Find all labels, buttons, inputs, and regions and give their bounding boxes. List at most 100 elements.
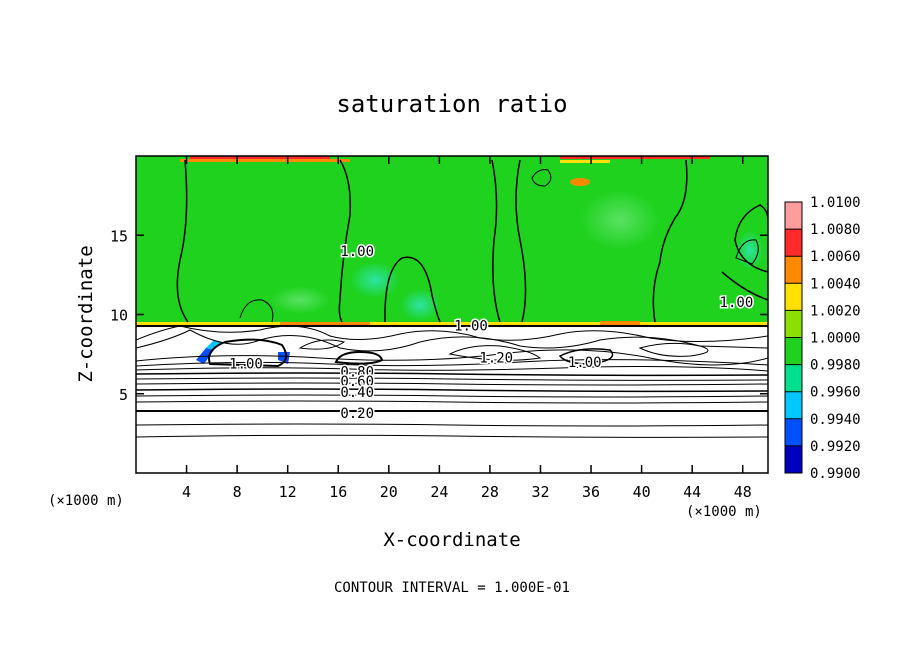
contour-line [208, 338, 288, 368]
contour-line [721, 271, 768, 301]
contour-line [136, 325, 768, 343]
colorbar-label: 1.0000 [810, 331, 861, 347]
contour-line [136, 394, 768, 398]
x-axis-label: X-coordinate [383, 529, 520, 551]
colorbar-swatch [785, 202, 802, 230]
contour-line [239, 299, 274, 323]
contour-label-layer: 1.00 1.00 1.00 1.00 1.00 1.20 0.800.600.40 0.20 [228, 243, 755, 424]
y-axis: 5 10 15 [110, 227, 768, 404]
y-tick-label: 5 [119, 386, 128, 404]
x-axis: 4 8 12 16 20 24 28 32 36 40 44 48 [182, 156, 752, 501]
x-tick-label: 40 [633, 483, 651, 501]
top-orange-strip [180, 159, 350, 162]
contour-label: 1.00 [340, 244, 374, 260]
light-field-patch [580, 190, 660, 250]
contour-line [558, 348, 614, 365]
colorbar-label: 1.0060 [810, 249, 861, 265]
contour-line [384, 256, 441, 323]
x-tick-label: 20 [380, 483, 398, 501]
colorbar-swatch [785, 256, 802, 284]
colorbar-swatch [785, 229, 802, 257]
colorbar-label: 0.9980 [810, 358, 861, 374]
contour-line [298, 339, 346, 350]
colorbar-label: 1.0080 [810, 222, 861, 238]
contour-label: 1.00 [720, 295, 754, 311]
x-tick-label: 4 [182, 483, 191, 501]
subsaturation-patch [206, 340, 222, 350]
colorbar-swatch [785, 418, 802, 446]
contour-label: 0.40 [340, 385, 374, 401]
contour-line [136, 377, 768, 381]
contour-line [136, 329, 768, 352]
cyan-field-patch [400, 289, 440, 321]
colorbar-label: 0.9920 [810, 439, 861, 455]
colorbar-swatch [785, 364, 802, 392]
colorbar-swatch [785, 283, 802, 311]
contour-line [491, 159, 501, 323]
contour-line [638, 342, 709, 357]
plot-area: 1.00 1.00 1.00 1.00 1.00 1.20 0.800.600.40 0.20 [136, 156, 768, 473]
contour-line [136, 372, 768, 377]
contour-line [136, 366, 768, 372]
contour-label: 1.00 [454, 319, 488, 335]
top-orange-patch [570, 178, 590, 186]
x-tick-label: 44 [683, 483, 701, 501]
contour-line [334, 350, 384, 365]
light-field-patch [270, 286, 330, 314]
colorbar-label: 0.9900 [810, 466, 861, 482]
contour-line [136, 382, 768, 386]
x-tick-label: 8 [233, 483, 242, 501]
contour-line [136, 359, 768, 367]
colorbar-label: 0.9940 [810, 412, 861, 428]
contour-interval-note: CONTOUR INTERVAL = 1.000E-01 [334, 580, 570, 596]
x-unit-right: (×1000 m) [686, 504, 762, 520]
cyan-field-patch [350, 262, 400, 298]
colorbar-swatch [785, 337, 802, 365]
contour-label: 1.20 [479, 350, 513, 366]
colorbar-label: 0.9960 [810, 385, 861, 401]
contour-lines [136, 159, 768, 438]
x-tick-label: 28 [481, 483, 499, 501]
contour-line [735, 239, 759, 265]
top-red-strip [190, 156, 330, 160]
cloud-base-edge [280, 322, 370, 325]
colorbar: 1.0100 1.0080 1.0060 1.0040 1.0020 1.0000 0.99… [784, 195, 861, 482]
x-tick-label: 12 [279, 483, 297, 501]
contour-line [136, 434, 768, 438]
chart-title: saturation ratio [336, 90, 567, 118]
x-tick-label: 16 [329, 483, 347, 501]
colorbar-swatch [785, 445, 802, 473]
contour-line [136, 400, 768, 404]
cloud-base-edge [136, 322, 768, 325]
top-red-strip [560, 156, 710, 159]
contour-line [136, 388, 768, 393]
contour-line [448, 345, 542, 361]
y-axis-label: Z-coordinate [75, 245, 97, 382]
contour-line [652, 159, 688, 323]
cyan-field-patch [736, 230, 764, 270]
top-yellow-strip [560, 160, 610, 163]
contour-label: 0.60 [340, 374, 374, 390]
y-tick-label: 15 [110, 227, 128, 245]
cloud-base-edge [600, 321, 640, 325]
contour-label: 1.00 [229, 357, 263, 373]
contour-line [338, 159, 352, 323]
x-tick-label: 24 [430, 483, 448, 501]
colorbar-label: 1.0020 [810, 303, 861, 319]
contour-line [734, 204, 768, 273]
colorbar-label: 1.0100 [810, 195, 861, 211]
green-field-region [136, 156, 768, 324]
y-tick-label: 10 [110, 307, 128, 325]
contour-label: 0.20 [340, 406, 374, 422]
contour-label: 0.80 [340, 365, 374, 381]
contour-line [136, 423, 768, 427]
colorbar-label: 1.0040 [810, 276, 861, 292]
contour-line [515, 159, 527, 323]
x-tick-label: 48 [734, 483, 752, 501]
contour-label: 1.00 [568, 355, 602, 371]
x-tick-label: 32 [531, 483, 549, 501]
x-unit-left: (×1000 m) [48, 493, 124, 509]
colorbar-swatch [785, 391, 802, 419]
x-tick-label: 36 [582, 483, 600, 501]
